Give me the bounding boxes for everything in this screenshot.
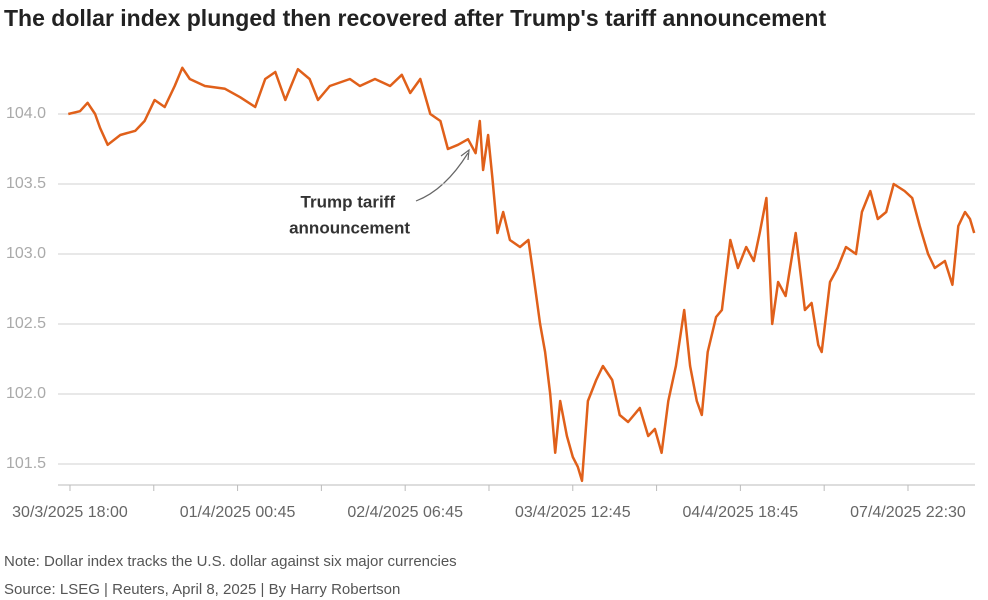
y-tick-label: 102.5	[6, 315, 46, 332]
x-tick-label: 30/3/2025 18:00	[12, 504, 128, 521]
annotation: Trump tariff	[301, 192, 396, 211]
arrow-head	[460, 148, 470, 161]
x-tick-label: 03/4/2025 12:45	[515, 504, 631, 521]
y-tick-label: 104.0	[6, 105, 46, 122]
y-tick-label: 102.0	[6, 385, 46, 402]
y-tick-label: 101.5	[6, 455, 46, 472]
y-tick-label: 103.0	[6, 245, 46, 262]
x-tick-label: 01/4/2025 00:45	[180, 504, 296, 521]
note: Note: Dollar index tracks the U.S. dolla…	[4, 553, 457, 570]
source: Source: LSEG | Reuters, April 8, 2025 | …	[4, 581, 400, 598]
x-tick-label: 04/4/2025 18:45	[683, 504, 799, 521]
annotation-arrow	[415, 152, 469, 202]
x-tick-label: 07/4/2025 22:30	[850, 504, 966, 521]
y-tick-label: 103.5	[6, 175, 46, 192]
annotation: announcement	[289, 218, 410, 237]
chart-title: The dollar index plunged then recovered …	[4, 5, 826, 31]
x-tick-label: 02/4/2025 06:45	[347, 504, 463, 521]
line	[68, 66, 976, 483]
